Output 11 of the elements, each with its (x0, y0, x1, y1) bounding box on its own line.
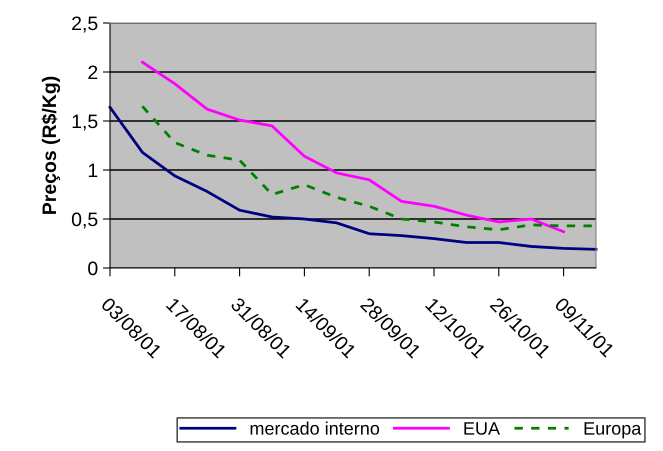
line-series (141, 60, 565, 234)
legend-label: mercado interno (250, 422, 380, 435)
y-tick-label: 1,5 (72, 114, 98, 131)
legend-label: Europa (584, 422, 642, 438)
legend-label: EUA (464, 422, 500, 435)
y-tick-label: 2,5 (72, 16, 98, 33)
y-tick-label: 1 (88, 164, 98, 178)
y-axis-title: Preços (R$/Kg) (42, 76, 60, 214)
y-tick-label: 2 (88, 65, 98, 80)
y-tick-label: 0 (88, 261, 98, 276)
y-tick-label: 0,5 (72, 212, 98, 229)
